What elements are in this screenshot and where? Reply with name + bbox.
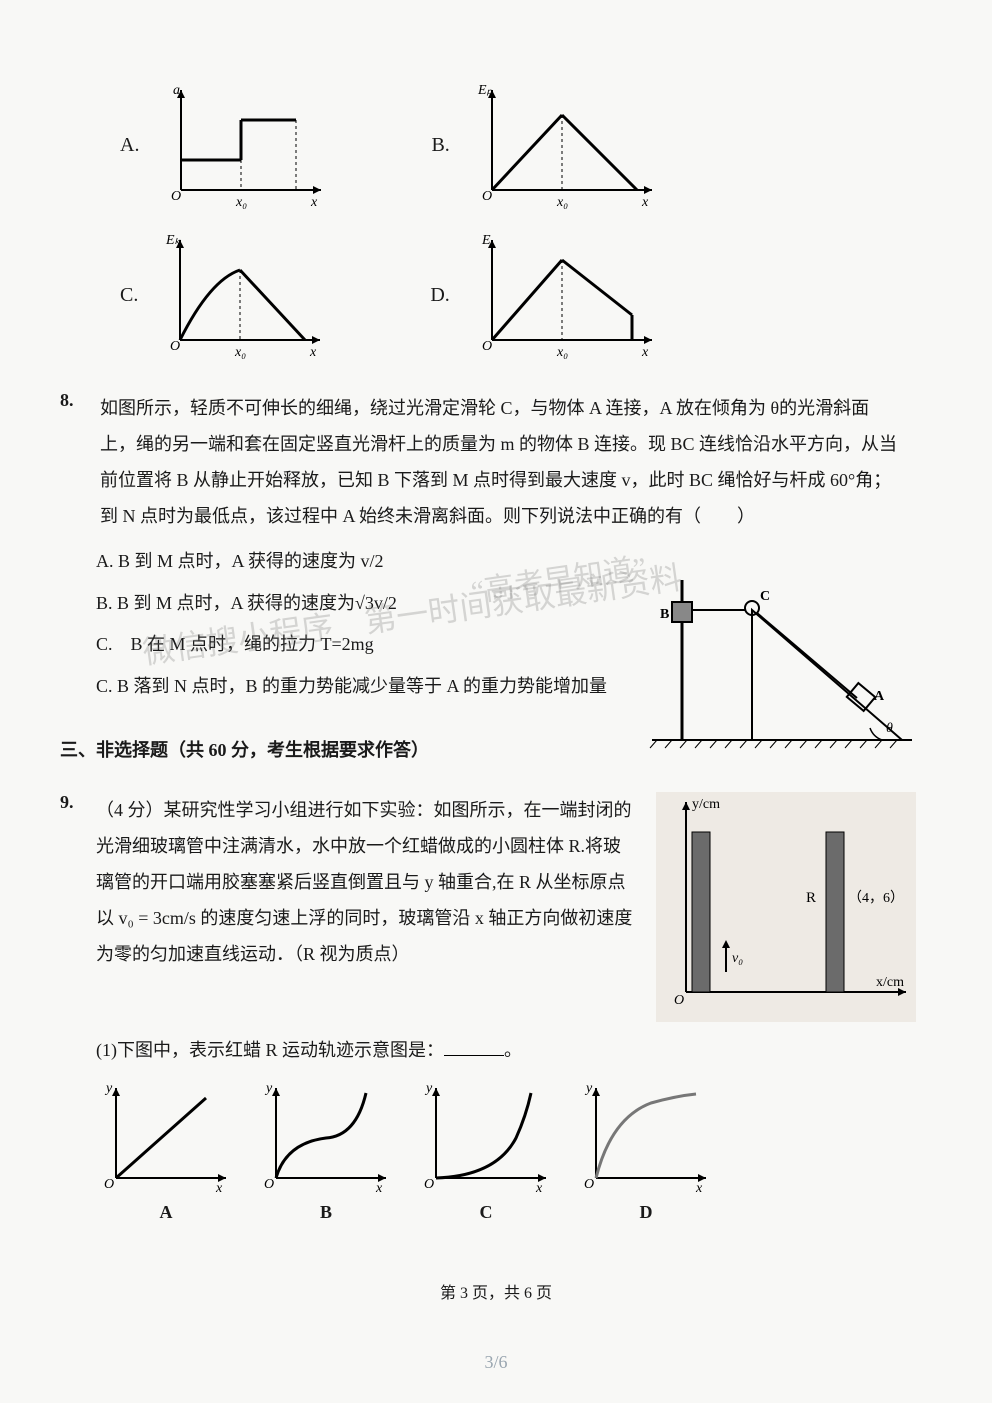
traj-C: O x y C — [416, 1078, 556, 1223]
q9-fig-R: R — [806, 890, 816, 906]
traj-A-label: A — [96, 1202, 236, 1223]
q9-fig-O: O — [674, 993, 684, 1008]
traj-B-svg: O x y — [256, 1078, 396, 1198]
page-indicator: 3/6 — [0, 1352, 992, 1373]
graph-A-label: A. — [120, 134, 139, 157]
graph-D: D. O x₀ x E — [430, 230, 661, 360]
traj-A-O: O — [104, 1177, 114, 1192]
traj-C-label: C — [416, 1202, 556, 1223]
y-axis-label: a — [173, 83, 180, 98]
q8-fig-A: A — [874, 689, 885, 704]
traj-D-label: D — [576, 1202, 716, 1223]
q8-opt-A-label: A. — [96, 551, 114, 571]
q8-opt-A-text: B 到 M 点时，A 获得的速度为 v/2 — [118, 551, 384, 571]
traj-C-x: x — [535, 1181, 543, 1196]
origin-label: O — [482, 189, 492, 204]
origin-label: O — [170, 339, 180, 354]
q9-number: 9. — [60, 792, 96, 1022]
traj-A-y: y — [104, 1081, 113, 1096]
q9-blank — [444, 1038, 504, 1056]
traj-C-O: O — [424, 1177, 434, 1192]
traj-C-y: y — [424, 1081, 433, 1096]
graph-A: A. O x₀ x a — [120, 80, 331, 210]
graph-D-svg: O x₀ x E — [462, 230, 662, 360]
traj-B-y: y — [264, 1081, 273, 1096]
q9-intro: （4 分）某研究性学习小组进行如下实验：如图所示，在一端封闭的光滑细玻璃管中注满… — [96, 792, 636, 1022]
question-9: 9. （4 分）某研究性学习小组进行如下实验：如图所示，在一端封闭的光滑细玻璃管… — [60, 792, 932, 1223]
graph-B-label: B. — [431, 134, 449, 157]
x-axis-label: x — [641, 345, 649, 360]
traj-A-svg: O x y — [96, 1078, 236, 1198]
q8-opt-C2: C. B 落到 N 点时，B 的重力势能减少量等于 A 的重力势能增加量 — [96, 667, 656, 707]
graph-B-svg: O x₀ x Eₚ — [462, 80, 662, 210]
y-axis-label: Eₖ — [165, 233, 182, 248]
q8-opt-A: A. B 到 M 点时，A 获得的速度为 v/2 — [96, 542, 656, 582]
graph-C: C. O x₀ x Eₖ — [120, 230, 330, 360]
q8-opt-B-label: B. — [96, 593, 113, 613]
q8-opt-C1: C. B 在 M 点时，绳的拉力 T=2mg — [96, 625, 656, 665]
q9-fig-v0: v₀ — [732, 951, 743, 966]
q8-figure: B C A θ — [642, 570, 922, 760]
traj-D-O: O — [584, 1177, 594, 1192]
q9-fig-coord: （4，6） — [848, 890, 904, 906]
q8-opt-C1-label: C. — [96, 634, 113, 654]
q8-opt-B-value: √3v/2 — [355, 593, 397, 613]
graph-row-1: A. O x₀ x a B. — [60, 80, 932, 210]
q9-trajectory-row: O x y A O x y B — [96, 1078, 932, 1223]
q8-text: 如图所示，轻质不可伸长的细绳，绕过光滑定滑轮 C，与物体 A 连接，A 放在倾角… — [100, 390, 900, 534]
traj-A: O x y A — [96, 1078, 236, 1223]
traj-A-x: x — [215, 1181, 223, 1196]
traj-D: O x y D — [576, 1078, 716, 1223]
page-footer: 第 3 页，共 6 页 — [0, 1279, 992, 1303]
q8-opt-B: B. B 到 M 点时，A 获得的速度为√3v/2 — [96, 584, 656, 624]
graph-C-svg: O x₀ x Eₖ — [150, 230, 330, 360]
origin-label: O — [482, 339, 492, 354]
y-axis-label: E — [481, 233, 491, 248]
q8-number: 8. — [60, 390, 96, 411]
q8-opt-C2-text: B 落到 N 点时，B 的重力势能减少量等于 A 的重力势能增加量 — [117, 676, 607, 696]
x-axis-label: x — [641, 195, 649, 210]
origin-label: O — [171, 189, 181, 204]
q8-options: A. B 到 M 点时，A 获得的速度为 v/2 B. B 到 M 点时，A 获… — [96, 542, 656, 706]
graph-A-svg: O x₀ x a — [151, 80, 331, 210]
q9-fig-xlabel: x/cm — [876, 975, 904, 990]
x0-tick: x₀ — [556, 195, 568, 210]
q8-opt-B-prefix: B 到 M 点时，A 获得的速度为 — [117, 593, 355, 613]
q9-sub1: (1)下图中，表示红蜡 R 运动轨迹示意图是： 。 — [96, 1032, 932, 1068]
q8-figure-svg: B C A θ — [642, 570, 922, 760]
traj-D-y: y — [584, 1081, 593, 1096]
traj-B: O x y B — [256, 1078, 396, 1223]
q8-fig-B: B — [660, 607, 669, 622]
traj-B-O: O — [264, 1177, 274, 1192]
graph-row-2: C. O x₀ x Eₖ D. — [60, 230, 932, 360]
q8-opt-C1-text: B 在 M 点时，绳的拉力 T=2mg — [131, 634, 374, 654]
traj-D-x: x — [695, 1181, 703, 1196]
x0-tick: x₀ — [234, 345, 246, 360]
x-axis-label: x — [310, 195, 318, 210]
traj-C-svg: O x y — [416, 1078, 556, 1198]
graph-D-label: D. — [430, 284, 449, 307]
q9-fig-ylabel: y/cm — [692, 797, 720, 812]
x-axis-label: x — [309, 345, 317, 360]
traj-B-label: B — [256, 1202, 396, 1223]
y-axis-label: Eₚ — [477, 83, 493, 98]
q9-figure: y/cm x/cm O R （4，6） v₀ — [656, 792, 916, 1022]
q9-figure-svg: y/cm x/cm O R （4，6） v₀ — [656, 792, 916, 1022]
x0-tick: x₀ — [235, 195, 247, 210]
q8-fig-theta: θ — [886, 721, 893, 736]
q9-sub1-text: (1)下图中，表示红蜡 R 运动轨迹示意图是： — [96, 1040, 444, 1060]
traj-D-svg: O x y — [576, 1078, 716, 1198]
graph-B: B. O x₀ x Eₚ — [431, 80, 661, 210]
q8-fig-C: C — [760, 589, 770, 604]
traj-B-x: x — [375, 1181, 383, 1196]
top-graph-grid: A. O x₀ x a B. — [60, 80, 932, 360]
q8-opt-C2-label: C. — [96, 676, 113, 696]
x0-tick: x₀ — [556, 345, 568, 360]
q9-period: 。 — [504, 1040, 522, 1060]
graph-C-label: C. — [120, 284, 138, 307]
